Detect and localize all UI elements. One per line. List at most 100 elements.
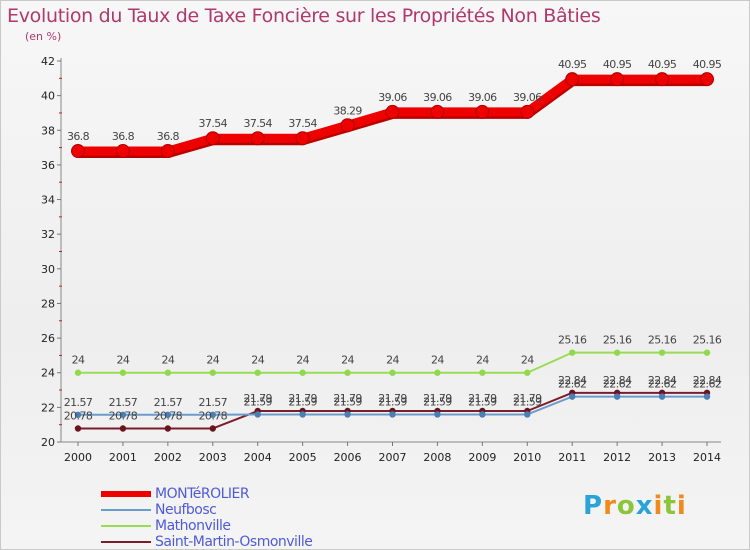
- data-point: [569, 349, 576, 356]
- data-point: [295, 131, 310, 146]
- data-label: 21.79: [513, 392, 542, 405]
- data-point: [344, 411, 351, 418]
- proxiti-logo: Proxiti: [583, 491, 687, 521]
- data-label: 40.95: [693, 58, 722, 71]
- legend-label-2: Mathonville: [155, 518, 231, 534]
- data-label: 22.62: [603, 378, 632, 391]
- data-point: [479, 411, 486, 418]
- data-point: [613, 393, 621, 400]
- data-point: [520, 104, 535, 119]
- data-label: 21.59: [378, 395, 407, 408]
- data-label: 24: [206, 354, 219, 367]
- legend-item-1[interactable]: Neufbosc: [101, 502, 312, 518]
- data-label: 37.54: [199, 117, 228, 130]
- data-point: [658, 349, 666, 356]
- data-point: [524, 369, 531, 376]
- data-point: [658, 393, 666, 400]
- data-label: 24: [521, 354, 534, 367]
- data-label: 25.16: [693, 334, 722, 347]
- x-tick-label: 2007: [379, 451, 407, 464]
- data-point: [164, 369, 172, 376]
- legend-label-1: Neufbosc: [155, 502, 217, 518]
- data-point: [340, 118, 355, 133]
- logo-letter: i: [653, 491, 664, 521]
- x-tick-label: 2006: [334, 451, 362, 464]
- data-point: [160, 144, 175, 159]
- x-tick-label: 2013: [648, 451, 676, 464]
- y-tick-label: 32: [41, 228, 55, 241]
- data-label: 20.78: [154, 409, 183, 422]
- legend-item-0[interactable]: MONTéROLIER: [101, 486, 312, 502]
- data-label: 22.84: [603, 374, 632, 387]
- y-tick-label: 28: [41, 297, 55, 310]
- x-tick-label: 2012: [603, 451, 631, 464]
- data-point: [475, 104, 490, 119]
- y-tick-label: 42: [41, 55, 55, 68]
- legend-swatch-1: [101, 509, 151, 511]
- x-tick-label: 2011: [558, 451, 586, 464]
- y-tick-label: 20: [41, 436, 55, 449]
- data-label: 24: [72, 354, 85, 367]
- data-point: [569, 393, 576, 400]
- data-point: [119, 425, 127, 432]
- data-point: [205, 131, 220, 146]
- chart-unit-label: (en %): [25, 30, 62, 43]
- data-point: [74, 411, 82, 419]
- data-point: [655, 72, 670, 87]
- data-label: 36.8: [112, 130, 135, 143]
- data-label: 21.57: [199, 396, 228, 409]
- data-label: 21.79: [468, 392, 497, 405]
- data-label: 21.79: [423, 392, 452, 405]
- data-point: [71, 144, 85, 159]
- y-tick-label: 36: [41, 159, 55, 172]
- data-label: 21.59: [423, 395, 452, 408]
- data-label: 22.62: [693, 378, 722, 391]
- data-label: 22.84: [648, 374, 677, 387]
- data-point: [700, 72, 714, 87]
- x-tick-label: 2014: [693, 451, 721, 464]
- x-tick-label: 2004: [244, 451, 272, 464]
- data-label: 21.59: [288, 395, 317, 408]
- logo-letter: t: [663, 491, 677, 521]
- data-label: 38.29: [333, 104, 362, 117]
- data-label: 24: [296, 354, 309, 367]
- data-label: 24: [476, 354, 489, 367]
- legend-swatch-0: [101, 491, 151, 497]
- data-point: [389, 369, 396, 376]
- data-label: 39.06: [513, 91, 542, 104]
- data-label: 25.16: [648, 334, 677, 347]
- data-point: [434, 411, 441, 418]
- data-label: 25.16: [558, 334, 587, 347]
- y-tick-label: 26: [41, 332, 55, 345]
- data-label: 20.78: [64, 409, 93, 422]
- data-label: 21.59: [513, 395, 542, 408]
- data-point: [703, 393, 711, 400]
- y-tick-label: 34: [41, 194, 55, 207]
- data-label: 20.78: [109, 409, 138, 422]
- data-point: [209, 425, 216, 432]
- logo-letter: o: [616, 491, 636, 521]
- x-tick-label: 2000: [64, 451, 92, 464]
- data-point: [119, 411, 127, 419]
- data-label: 37.54: [288, 117, 317, 130]
- data-point: [299, 369, 306, 376]
- data-point: [74, 425, 82, 432]
- data-label: 22.84: [558, 374, 587, 387]
- data-label: 22.62: [558, 378, 587, 391]
- data-label: 21.59: [468, 395, 497, 408]
- legend-item-2[interactable]: Mathonville: [101, 518, 312, 534]
- data-label: 21.57: [64, 396, 93, 409]
- legend-swatch-2: [101, 525, 151, 527]
- data-label: 40.95: [603, 58, 632, 71]
- legend: MONTéROLIER Neufbosc Mathonville Saint-M…: [101, 486, 313, 549]
- data-point: [385, 104, 400, 119]
- logo-letter: r: [603, 491, 617, 521]
- data-label: 40.95: [558, 58, 587, 71]
- data-point: [164, 411, 172, 419]
- data-label: 24: [117, 354, 130, 367]
- legend-item-3[interactable]: Saint-Martin-Osmonville: [101, 534, 313, 549]
- data-point: [250, 131, 265, 146]
- data-label: 21.79: [243, 392, 272, 405]
